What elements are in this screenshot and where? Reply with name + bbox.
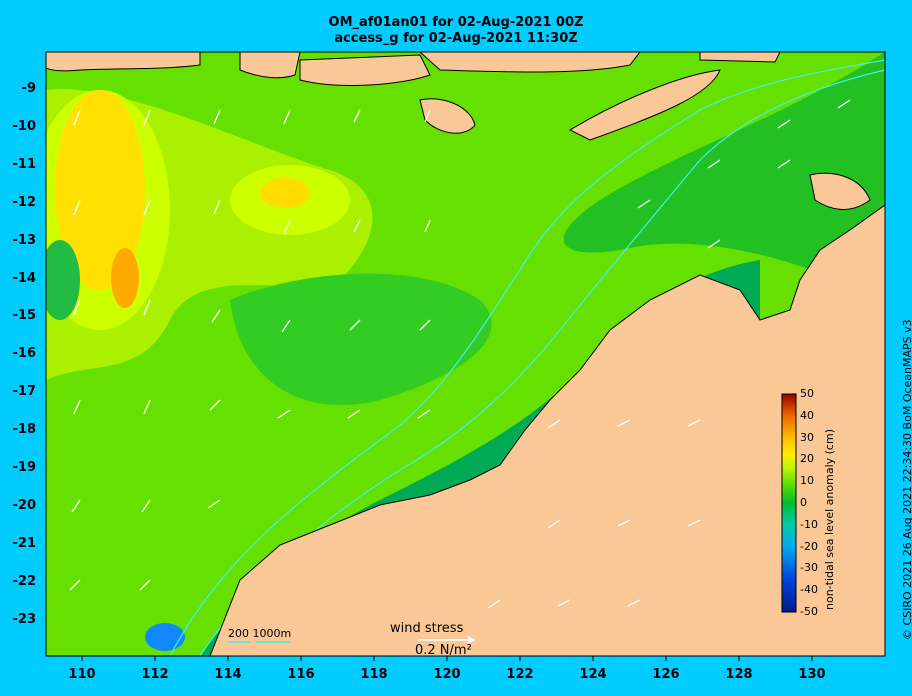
anomaly-region-low (46, 240, 80, 320)
y-axis-label: -12 (12, 194, 37, 210)
y-axis-label: -18 (12, 422, 37, 438)
x-axis-label: 114 (214, 667, 242, 682)
colorbar-tick-label: 20 (800, 452, 814, 466)
title-line-1: OM_af01an01 for 02-Aug-2021 00Z (328, 15, 584, 30)
x-axis-label: 110 (68, 667, 96, 682)
y-axis-label: -9 (21, 81, 36, 96)
x-axis-label: 124 (579, 667, 607, 682)
y-axis-label: -15 (12, 308, 37, 324)
x-axis-label: 116 (287, 667, 315, 682)
anomaly-region-max (55, 90, 145, 290)
colorbar-tick-label: 10 (800, 474, 814, 488)
land-lombok (239, 52, 301, 79)
wind-stress-label: wind stress (390, 621, 464, 636)
land-flores (419, 52, 641, 73)
y-axis-label: -11 (12, 156, 37, 172)
land-sumbawa (299, 54, 431, 86)
anomaly-peak (111, 248, 139, 308)
land-small-islands (699, 52, 781, 63)
colorbar-tick-label: -50 (800, 605, 818, 618)
y-axis-label: -10 (12, 118, 37, 134)
y-axis-label: -23 (12, 611, 37, 627)
colorbar-tick-label: 50 (800, 387, 814, 400)
title-line-2: access_g for 02-Aug-2021 11:30Z (334, 31, 578, 46)
anomaly-region-mid (563, 52, 885, 300)
colorbar-tick-label: -20 (800, 539, 818, 553)
wind-stress-vectors (69, 99, 851, 609)
plot-area (46, 52, 885, 656)
credit-text: © CSIRO 2021 26 Aug 2021 22:34:30 BoM Oc… (901, 319, 912, 640)
anomaly-region-mid (230, 273, 492, 406)
anomaly-region-max (260, 178, 310, 208)
colorbar-title: non-tidal sea level anomaly (cm) (823, 429, 836, 610)
colorbar-tick-label: 0 (800, 496, 807, 509)
anomaly-region-min (145, 623, 185, 651)
y-axis-label: -13 (12, 232, 37, 248)
isobath-1000m (169, 59, 885, 656)
land-tiwi-islands (809, 172, 871, 210)
wind-stress-value: 0.2 N/m² (415, 643, 472, 658)
land-timor (568, 69, 721, 141)
x-axis-label: 128 (725, 667, 753, 682)
colorbar-tick-label: -10 (800, 517, 818, 531)
colorbar-tick-label: 40 (800, 408, 814, 422)
x-axis-label: 130 (798, 667, 826, 682)
colorbar-tick-label: -40 (800, 583, 818, 597)
wind-reference-arrowhead (468, 636, 475, 644)
y-axis-label: -14 (12, 270, 37, 286)
land-australia (209, 204, 885, 656)
x-axis-label: 120 (433, 667, 461, 682)
plot-frame (45, 51, 886, 657)
x-axis-label: 122 (506, 667, 534, 682)
axis-ticks (81, 656, 813, 661)
x-axis-label: 118 (360, 667, 388, 682)
y-axis-label: -22 (12, 573, 37, 589)
y-axis-label: -21 (12, 535, 37, 551)
y-axis-label: -17 (12, 384, 37, 400)
colorbar (781, 393, 797, 613)
y-axis-label: -19 (12, 460, 37, 475)
isobath-legend-label: 200 1000m (228, 627, 292, 640)
land-java (46, 52, 201, 72)
colorbar-tick-label: -30 (800, 561, 818, 575)
x-axis-label: 126 (652, 667, 680, 682)
y-axis-label: -20 (12, 497, 37, 513)
colorbar-tick-label: 30 (800, 430, 814, 444)
y-axis-label: -16 (12, 346, 37, 362)
x-axis-label: 112 (141, 667, 169, 682)
land-sumba (419, 98, 476, 134)
